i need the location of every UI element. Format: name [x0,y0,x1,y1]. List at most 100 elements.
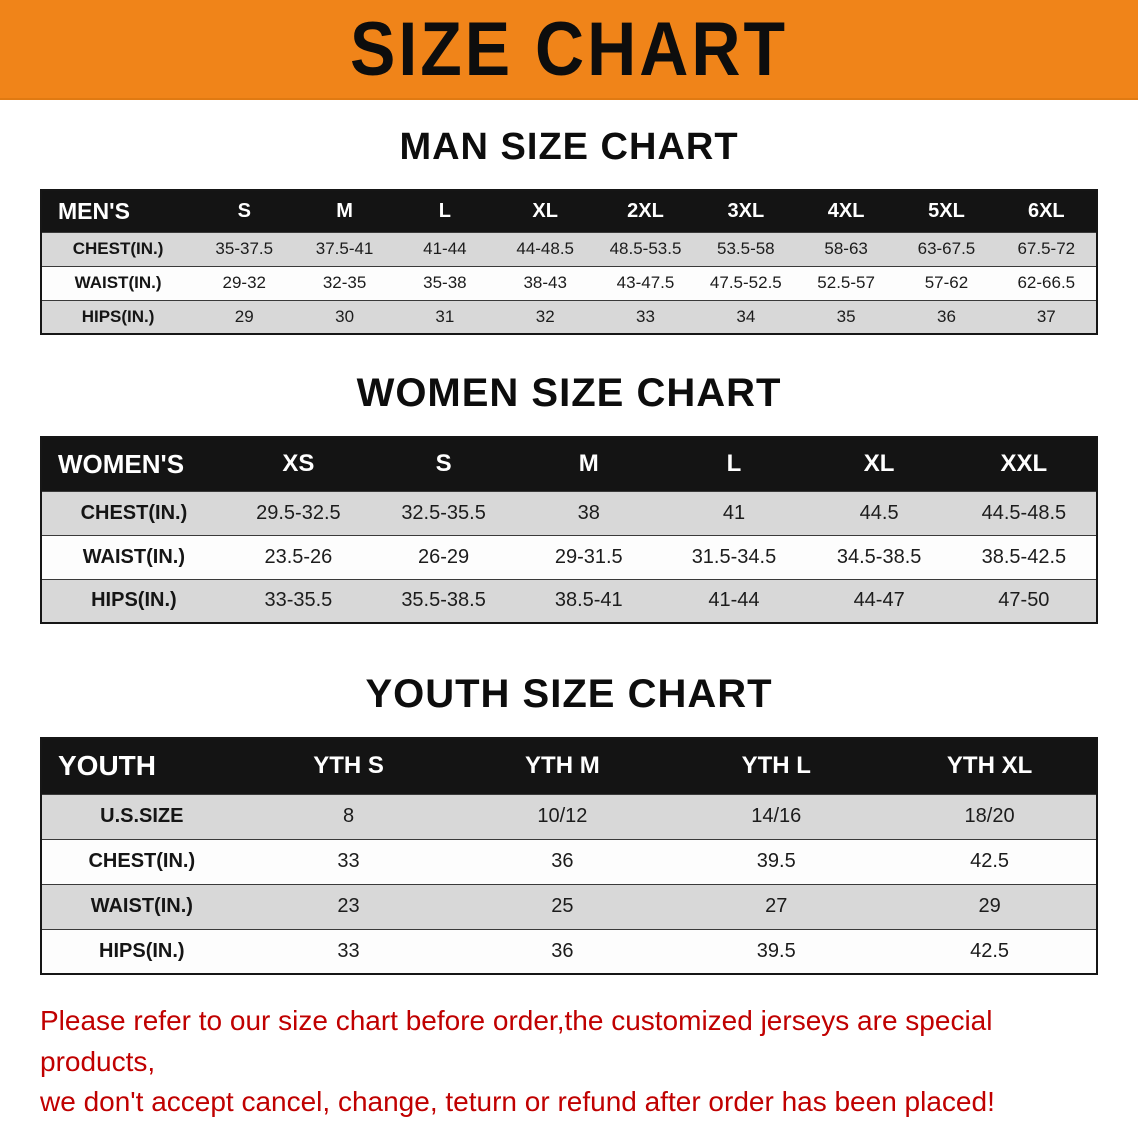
youth-value-cell-0-3: 18/20 [964,805,1015,827]
men-size-column-header-8: 6XL [996,190,1097,232]
men-size-column-header-6: 4XL [795,190,897,232]
youth-size-column-header-3: YTH XL [883,738,1097,794]
women-header-row: WOMEN'S XS S M L XL XXL [41,437,1097,491]
women-value-cell-0-3: 41 [722,501,746,524]
men-size-column-header-0: S [194,190,295,232]
men-size-column-header-7: 5XL [896,190,997,232]
women-value-cell-1-0: 23.5-26 [264,545,333,568]
women-value-cell-0-2: 38 [577,501,600,524]
men-measurement-row-1: WAIST(IN.) 29-32 32-35 35-38 38-43 43-47.5 47.… [41,266,1097,300]
women-row-label-1: WAIST(IN.) [82,545,185,568]
men-corner-label: MEN'S [41,190,195,232]
men-value-cell-2-3: 32 [535,306,555,326]
youth-size-column-header-1: YTH M [455,738,670,794]
youth-value-cell-0-1: 10/12 [537,805,588,827]
women-value-cell-1-1: 26-29 [418,545,470,568]
men-value-cell-2-5: 34 [736,306,756,326]
men-value-cell-2-7: 36 [936,306,956,326]
women-size-column-header-2: M [516,437,662,491]
youth-value-cell-1-1: 36 [551,850,574,872]
youth-size-column-header-0: YTH S [241,738,456,794]
youth-corner-label: YOUTH [41,738,242,794]
youth-value-cell-3-1: 36 [551,939,574,962]
youth-measurement-row-3: HIPS(IN.) 33 36 39.5 42.5 [41,929,1097,974]
men-value-cell-1-4: 43-47.5 [616,273,675,292]
men-value-cell-2-2: 31 [435,306,455,326]
youth-value-cell-1-2: 39.5 [756,850,796,872]
youth-value-cell-2-3: 29 [978,895,1001,917]
youth-value-cell-2-2: 27 [765,895,788,917]
men-value-cell-1-8: 62-66.5 [1017,273,1076,292]
women-value-cell-2-4: 44-47 [853,589,905,612]
women-value-cell-1-2: 29-31.5 [554,545,623,568]
youth-value-cell-0-0: 8 [342,805,355,827]
men-value-cell-0-5: 53.5-58 [716,239,775,258]
youth-value-cell-3-2: 39.5 [756,939,796,962]
women-value-cell-2-0: 33-35.5 [264,589,333,612]
women-value-cell-2-3: 41-44 [708,589,760,612]
women-section-heading: WOMEN SIZE CHART [356,371,782,415]
men-row-label-1: WAIST(IN.) [74,273,162,292]
men-row-label-2: HIPS(IN.) [81,306,155,326]
women-value-cell-1-3: 31.5-34.5 [691,545,777,568]
women-row-label-0: CHEST(IN.) [80,501,188,524]
men-value-cell-0-8: 67.5-72 [1017,239,1076,258]
banner: SIZE CHART [0,0,1138,100]
women-size-column-header-4: XL [806,437,952,491]
section-women: WOMEN SIZE CHART WOMEN'S XS S M L XL XXL CHEST(… [0,371,1138,624]
youth-value-cell-3-3: 42.5 [970,939,1010,962]
women-size-table: WOMEN'S XS S M L XL XXL CHEST(IN.) 29.5-32.5 32.5… [40,436,1098,624]
youth-size-table: YOUTH YTH S YTH M YTH L YTH XL U.S.SIZE 8 10/12… [40,737,1098,975]
men-value-cell-1-0: 29-32 [222,273,266,292]
women-value-cell-0-0: 29.5-32.5 [256,501,341,524]
women-size-column-header-0: XS [225,437,371,491]
men-value-cell-0-4: 48.5-53.5 [609,239,682,258]
men-row-label-0: CHEST(IN.) [72,239,164,258]
women-value-cell-1-5: 38.5-42.5 [981,545,1067,568]
page-title: SIZE CHART [350,6,788,92]
men-value-cell-2-6: 35 [836,306,856,326]
youth-section-heading: YOUTH SIZE CHART [365,672,773,716]
youth-value-cell-0-2: 14/16 [751,805,802,827]
men-value-cell-1-3: 38-43 [523,273,567,292]
men-value-cell-1-2: 35-38 [423,273,467,292]
youth-row-label-0: U.S.SIZE [100,805,184,827]
men-size-column-header-1: M [294,190,395,232]
men-value-cell-0-6: 58-63 [824,239,868,258]
women-size-column-header-1: S [370,437,517,491]
women-value-cell-0-1: 32.5-35.5 [401,501,486,524]
youth-size-column-header-2: YTH L [669,738,884,794]
men-value-cell-1-6: 52.5-57 [817,273,875,292]
youth-value-cell-3-0: 33 [337,939,360,962]
men-size-column-header-3: XL [495,190,596,232]
men-value-cell-1-1: 32-35 [322,273,367,292]
men-size-table: MEN'S S M L XL 2XL 3XL 4XL 5XL 6XL CHEST(IN.) 35-37… [40,189,1098,335]
men-value-cell-2-0: 29 [234,306,254,326]
women-row-label-2: HIPS(IN.) [91,589,177,612]
section-youth: YOUTH SIZE CHART YOUTH YTH S YTH M YTH L YTH… [0,672,1138,975]
women-measurement-row-2: HIPS(IN.) 33-35.5 35.5-38.5 38.5-41 41-44 44-… [41,579,1097,623]
youth-row-label-2: WAIST(IN.) [90,895,193,917]
men-measurement-row-2: HIPS(IN.) 29 30 31 32 33 34 35 36 37 [41,300,1097,334]
youth-value-cell-2-1: 25 [551,895,574,917]
men-size-column-header-5: 3XL [695,190,796,232]
youth-row-label-1: CHEST(IN.) [88,850,196,872]
section-men: MAN SIZE CHART MEN'S S M L XL 2XL 3XL 4XL 5XL 6XL… [0,126,1138,335]
men-value-cell-0-7: 63-67.5 [917,239,976,258]
women-value-cell-2-1: 35.5-38.5 [401,589,486,612]
men-value-cell-0-1: 37.5-41 [315,239,374,258]
women-size-column-header-5: XXL [951,437,1097,491]
men-value-cell-2-1: 30 [335,306,355,326]
men-size-column-header-4: 2XL [595,190,696,232]
women-value-cell-2-5: 47-50 [998,589,1050,612]
women-value-cell-0-4: 44.5 [859,501,899,524]
men-section-heading: MAN SIZE CHART [399,126,739,168]
youth-header-row: YOUTH YTH S YTH M YTH L YTH XL [41,738,1097,794]
disclaimer-line-2: we don't accept cancel, change, teturn o… [40,1086,995,1118]
women-value-cell-2-2: 38.5-41 [554,589,623,612]
men-header-row: MEN'S S M L XL 2XL 3XL 4XL 5XL 6XL [41,190,1097,232]
women-size-column-header-3: L [661,437,807,491]
men-value-cell-2-4: 33 [636,306,655,326]
youth-measurement-row-0: U.S.SIZE 8 10/12 14/16 18/20 [41,794,1097,839]
